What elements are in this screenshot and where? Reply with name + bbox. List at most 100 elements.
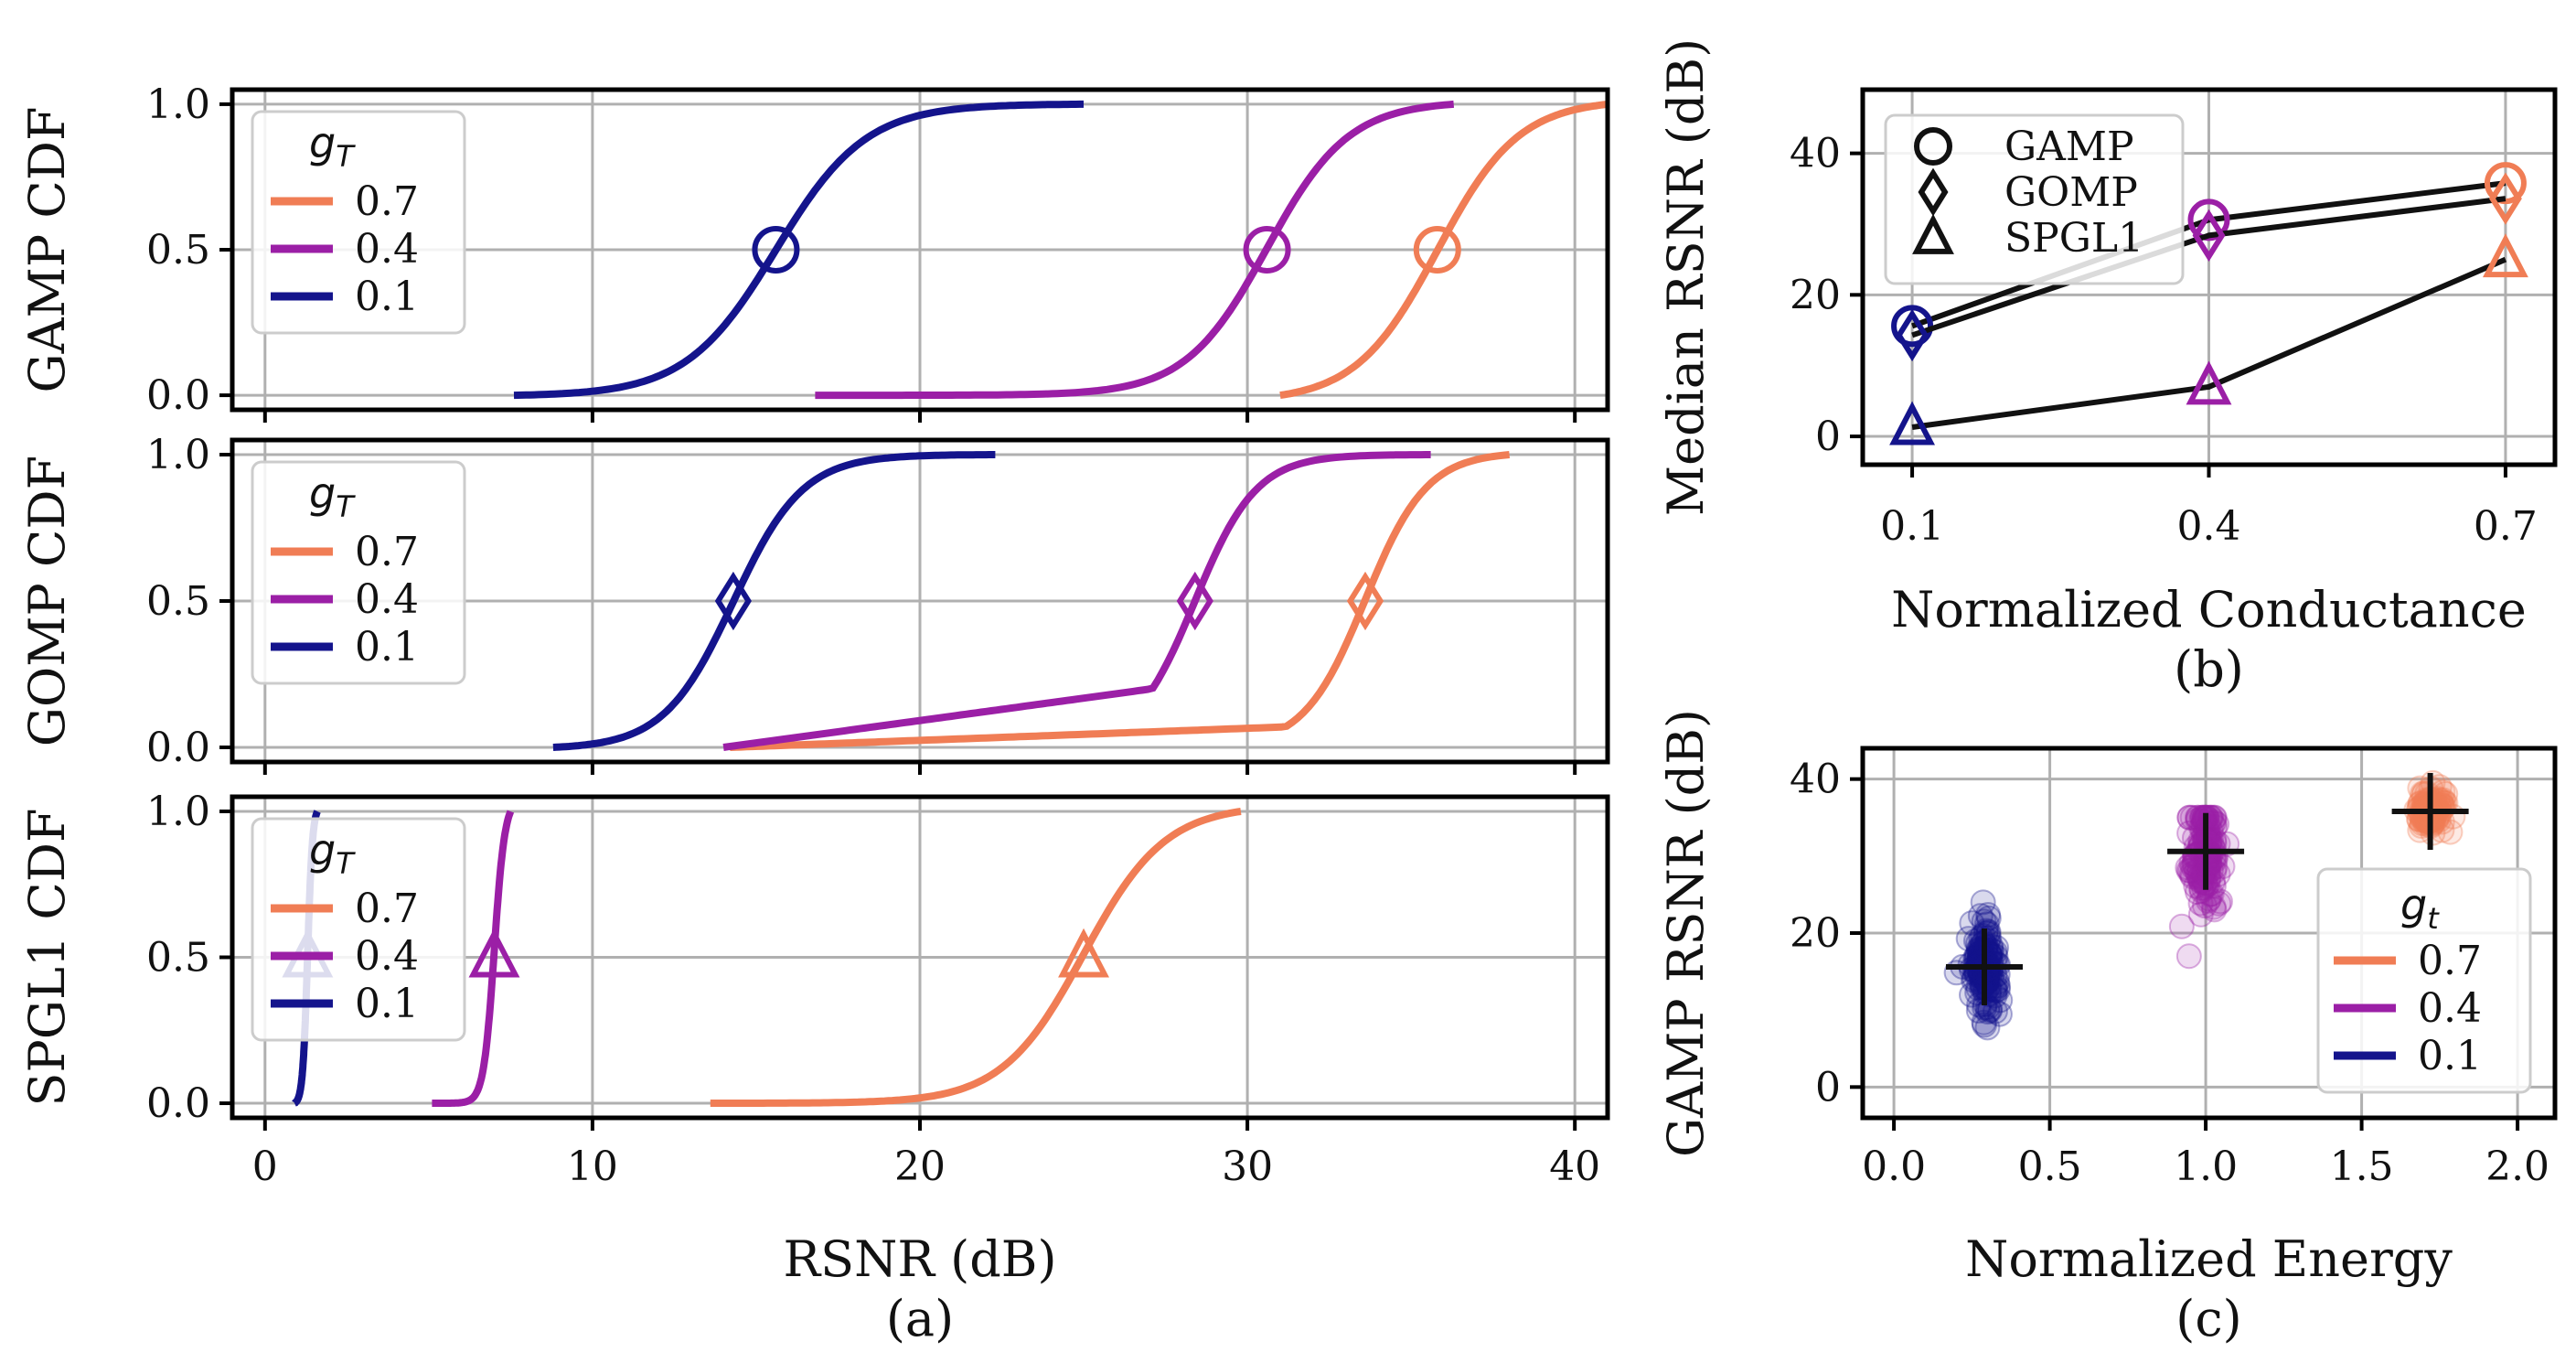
legend-label-0.1: 0.1 bbox=[355, 624, 419, 671]
scatter-point-0.1 bbox=[1974, 999, 2001, 1025]
scatter-point-0.1 bbox=[1974, 994, 2001, 1021]
xtick-label: 0.1 bbox=[1880, 503, 1944, 550]
scatter-point-0.1 bbox=[1987, 987, 2014, 1014]
scatter-point-0.4 bbox=[2200, 894, 2227, 920]
cdf-line-0.7 bbox=[1279, 100, 1608, 400]
xtick-label: 0.0 bbox=[1862, 1143, 1926, 1190]
xtick-label: 20 bbox=[894, 1143, 946, 1190]
median-marker-0.7 bbox=[1058, 928, 1109, 978]
median-marker-0.4 bbox=[1243, 226, 1291, 274]
xtick-label: 0.7 bbox=[2474, 503, 2538, 550]
cdf-line-0.7 bbox=[730, 451, 1510, 751]
legend-label-0.4: 0.4 bbox=[355, 226, 419, 273]
scatter-point-0.7 bbox=[2437, 819, 2464, 845]
scatter-point-0.4 bbox=[2207, 888, 2233, 915]
energy-panel: 0.0 0.5 1.0 1.5 2.0 0 20 40 gt0.70.40.1 GAMP RSNR… bbox=[1657, 709, 2558, 1347]
median-point-gomp bbox=[2488, 172, 2522, 225]
x-axis-label: Normalized Energy bbox=[1965, 1230, 2453, 1288]
scatter-point-0.4 bbox=[2175, 943, 2202, 970]
cdf-line-0.1 bbox=[552, 451, 996, 751]
legend-box bbox=[251, 817, 466, 1042]
ytick-label: 40 bbox=[1790, 757, 1841, 803]
legend-marker-spgl1 bbox=[1912, 213, 1954, 254]
legend-box bbox=[251, 110, 466, 335]
caption-b: (b) bbox=[2174, 640, 2244, 698]
cdf-line-0.4 bbox=[815, 100, 1455, 400]
median-line-gomp bbox=[1911, 196, 2507, 338]
scatter-point-0.4 bbox=[2196, 864, 2222, 890]
legend-label-spgl1: SPGL1 bbox=[2004, 215, 2143, 262]
y-axis-label: GOMP CDF bbox=[18, 456, 76, 746]
axes-frame bbox=[1860, 87, 2558, 467]
legend-title: gT bbox=[309, 118, 356, 174]
scatter-point-0.1 bbox=[1967, 903, 1993, 929]
scatter-point-0.1 bbox=[1955, 926, 1982, 952]
legend-label-0.1: 0.1 bbox=[2418, 1033, 2482, 1079]
legend-label-0.7: 0.7 bbox=[355, 885, 419, 932]
legend: gT0.70.40.1 bbox=[251, 817, 466, 1042]
legend-box bbox=[2316, 867, 2532, 1094]
scatter-point-0.1 bbox=[1986, 1001, 2013, 1027]
scatter-point-0.7 bbox=[2414, 780, 2441, 807]
ytick-label: 0.0 bbox=[146, 724, 210, 771]
xtick-label: 1.5 bbox=[2330, 1143, 2394, 1190]
legend-title: gt bbox=[2400, 880, 2440, 936]
x-axis-label: Normalized Conductance bbox=[1891, 581, 2527, 639]
axes-frame bbox=[230, 87, 1610, 413]
scatter-point-0.4 bbox=[2175, 857, 2202, 884]
xtick-label: 10 bbox=[567, 1143, 618, 1190]
cdf-line-0.4 bbox=[432, 810, 515, 1107]
ytick-label: 40 bbox=[1790, 131, 1841, 177]
legend-label-0.7: 0.7 bbox=[355, 178, 419, 225]
xtick-label: 2.0 bbox=[2485, 1143, 2549, 1190]
legend-label-0.1: 0.1 bbox=[355, 274, 419, 320]
axes-frame bbox=[1860, 746, 2558, 1121]
ytick-label: 0.5 bbox=[146, 227, 210, 274]
xtick-label: 30 bbox=[1222, 1143, 1273, 1190]
scatter-point-0.4 bbox=[2187, 890, 2214, 917]
y-axis-label: SPGL1 CDF bbox=[18, 809, 76, 1107]
ytick-label: 0.0 bbox=[146, 1080, 210, 1127]
cdf-panel-gomp: 0.0 0.5 1.0 GOMP CDF gT 0.70.40.1 bbox=[18, 432, 1610, 775]
legend: gT0.70.40.1 bbox=[251, 460, 466, 685]
cdf-line-0.4 bbox=[722, 451, 1431, 751]
legend-label-0.1: 0.1 bbox=[355, 981, 419, 1027]
median-point-spgl1 bbox=[2186, 360, 2232, 405]
scatter-point-0.4 bbox=[2191, 893, 2218, 919]
cdf-panel-gamp: 0.0 0.5 1.0 GAMP CDF gT0.70.40.1 bbox=[18, 81, 1610, 423]
scatter-point-0.1 bbox=[1972, 1012, 1998, 1038]
scatter-point-0.4 bbox=[2202, 813, 2229, 840]
median-marker-0.4 bbox=[468, 928, 520, 978]
ytick-label: 20 bbox=[1790, 910, 1841, 957]
scatter-point-0.1 bbox=[1974, 1014, 2001, 1041]
legend-label-gamp: GAMP bbox=[2004, 123, 2134, 170]
xtick-label: 0 bbox=[252, 1143, 278, 1190]
median-line-spgl1 bbox=[1911, 256, 2507, 430]
ytick-label: 0.0 bbox=[146, 372, 210, 419]
ytick-label: 1.0 bbox=[146, 432, 210, 478]
scatter-point-0.4 bbox=[2201, 804, 2228, 831]
scatter-point-0.1 bbox=[1982, 998, 2008, 1025]
y-axis-label: GAMP CDF bbox=[18, 106, 76, 392]
legend-marker-gomp bbox=[1918, 167, 1949, 217]
scatter-point-0.4 bbox=[2209, 853, 2236, 880]
ytick-label: 0 bbox=[1815, 413, 1841, 460]
ytick-label: 1.0 bbox=[146, 81, 210, 128]
legend: gT0.70.40.1 bbox=[251, 110, 466, 335]
xtick-label: 0.4 bbox=[2177, 503, 2241, 550]
scatter-point-0.4 bbox=[2176, 804, 2203, 831]
legend-box bbox=[251, 460, 466, 685]
scatter-point-0.7 bbox=[2432, 780, 2459, 807]
ytick-label: 20 bbox=[1790, 272, 1841, 318]
scatter-point-0.4 bbox=[2196, 885, 2222, 912]
scatter-point-0.4 bbox=[2196, 866, 2222, 893]
scatter-point-0.4 bbox=[2187, 901, 2214, 928]
xtick-label: 1.0 bbox=[2174, 1143, 2238, 1190]
median-marker-0.7 bbox=[1413, 226, 1461, 274]
scatter-point-0.1 bbox=[1975, 905, 2002, 931]
legend-marker-gamp bbox=[1914, 127, 1952, 166]
y-axis-label: Median RSNR (dB) bbox=[1657, 38, 1715, 516]
y-axis-label: GAMP RSNR (dB) bbox=[1657, 709, 1715, 1157]
